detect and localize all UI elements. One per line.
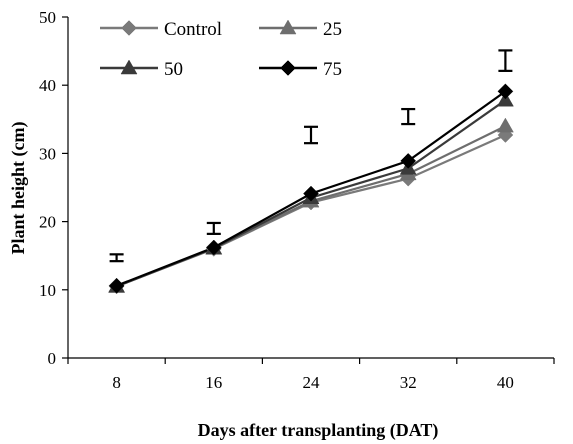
legend-marker — [279, 19, 297, 35]
legend-marker — [120, 59, 138, 75]
x-tick-label: 24 — [303, 373, 321, 392]
legend-item: 75 — [259, 59, 342, 80]
x-tick-label: 40 — [497, 373, 514, 392]
y-axis-ticks: 0 10 20 30 40 50 — [39, 8, 68, 368]
data-point — [108, 277, 125, 294]
error-bar — [401, 107, 416, 126]
y-tick-label: 10 — [39, 281, 56, 300]
y-tick-label: 30 — [39, 144, 56, 163]
y-axis-title: Plant height (cm) — [8, 122, 29, 255]
x-axis-title: Days after transplanting (DAT) — [198, 420, 439, 441]
data-point — [205, 239, 222, 256]
data-point — [497, 83, 514, 100]
x-tick-label: 32 — [400, 373, 417, 392]
error-bar — [206, 221, 221, 235]
data-point — [303, 185, 319, 202]
x-tick-label: 8 — [112, 373, 121, 392]
legend: Control 25 50 75 — [100, 19, 342, 80]
legend-marker — [121, 20, 137, 36]
error-bar — [498, 49, 513, 72]
x-axis-ticks: 8 16 24 32 40 — [67, 358, 555, 392]
data-point — [496, 91, 514, 107]
data-point — [497, 127, 514, 143]
legend-item: 25 — [259, 19, 342, 40]
legend-marker — [280, 60, 296, 76]
legend-label: Control — [164, 19, 222, 40]
y-tick-label: 50 — [39, 8, 56, 27]
legend-label: 75 — [323, 59, 342, 80]
legend-label: 25 — [323, 19, 342, 40]
legend-item: Control — [100, 19, 222, 40]
error-bars — [109, 49, 513, 263]
legend-item: 50 — [100, 59, 183, 80]
error-bar — [304, 125, 318, 145]
y-tick-label: 20 — [39, 213, 56, 232]
x-tick-label: 16 — [205, 373, 222, 392]
series-markers — [108, 83, 514, 295]
y-tick-label: 0 — [48, 349, 57, 368]
data-point — [496, 117, 514, 133]
data-point — [400, 153, 417, 169]
error-bar — [109, 253, 124, 263]
y-tick-label: 40 — [39, 76, 56, 95]
legend-label: 50 — [164, 59, 183, 80]
